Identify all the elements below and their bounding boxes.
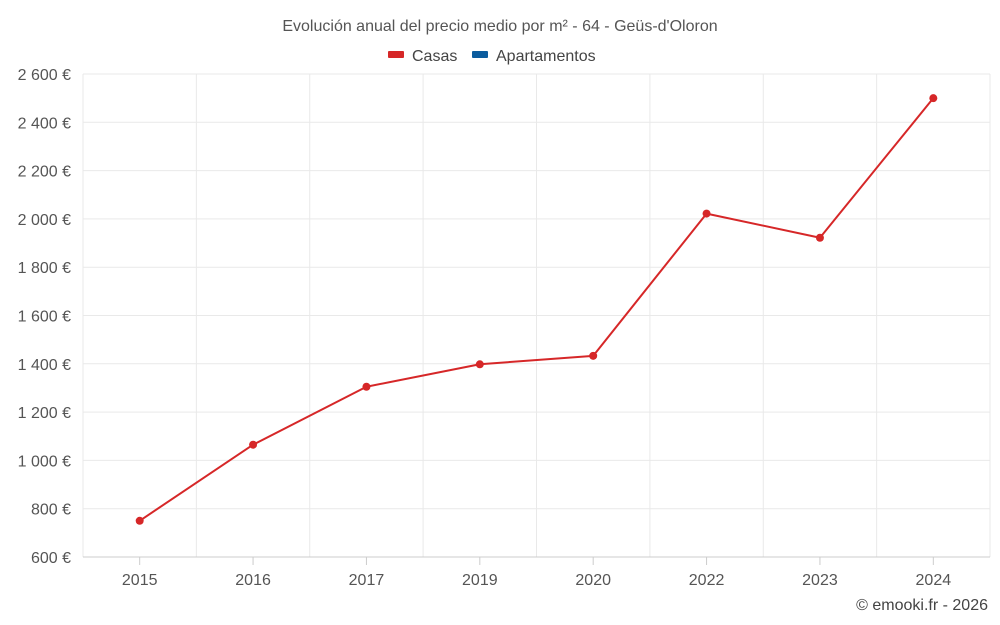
data-point[interactable] (362, 382, 371, 391)
x-tick-label: 2017 (349, 572, 385, 589)
chart-title: Evolución anual del precio medio por m² … (282, 18, 717, 35)
x-tick-label: 2022 (689, 572, 725, 589)
y-tick-label: 1 600 € (18, 309, 71, 326)
legend-label-casas: Casas (412, 48, 457, 65)
data-point[interactable] (249, 440, 258, 449)
x-tick-label: 2016 (235, 572, 271, 589)
data-point[interactable] (475, 360, 484, 369)
x-tick-label: 2019 (462, 572, 498, 589)
y-tick-label: 800 € (31, 502, 71, 519)
grid-lines (82, 73, 991, 557)
y-tick-label: 2 400 € (18, 115, 71, 132)
credit-text: © emooki.fr - 2026 (856, 597, 988, 614)
y-axis: 600 € 800 € 1 000 € 1 200 € 1 400 € 1 600 € 1 … (18, 67, 71, 567)
x-axis: 2015 2016 2017 2019 2020 2022 2023 2024 (83, 556, 990, 589)
legend-item-casas[interactable]: Casas (388, 48, 457, 65)
data-point[interactable] (702, 209, 711, 218)
x-tick-label: 2015 (122, 572, 158, 589)
data-point[interactable] (929, 94, 938, 103)
y-tick-label: 1 800 € (18, 260, 71, 277)
series-layer (135, 94, 938, 525)
legend-label-apartamentos: Apartamentos (496, 48, 596, 65)
y-tick-label: 600 € (31, 550, 71, 567)
x-tick-label: 2020 (575, 572, 611, 589)
y-tick-label: 2 000 € (18, 212, 71, 229)
y-tick-label: 1 000 € (18, 453, 71, 470)
legend-swatch-apartamentos (472, 51, 488, 58)
data-point[interactable] (815, 233, 824, 242)
legend-item-apartamentos[interactable]: Apartamentos (472, 48, 596, 65)
y-tick-label: 1 200 € (18, 405, 71, 422)
y-tick-label: 1 400 € (18, 357, 71, 374)
series-line-casas (139, 97, 935, 522)
x-tick-label: 2023 (802, 572, 838, 589)
x-tick-label: 2024 (916, 572, 952, 589)
data-point[interactable] (589, 351, 598, 360)
legend: Casas Apartamentos (388, 48, 596, 65)
y-tick-label: 2 200 € (18, 164, 71, 181)
y-tick-label: 2 600 € (18, 67, 71, 84)
legend-swatch-casas (388, 51, 404, 58)
data-point[interactable] (135, 516, 144, 525)
